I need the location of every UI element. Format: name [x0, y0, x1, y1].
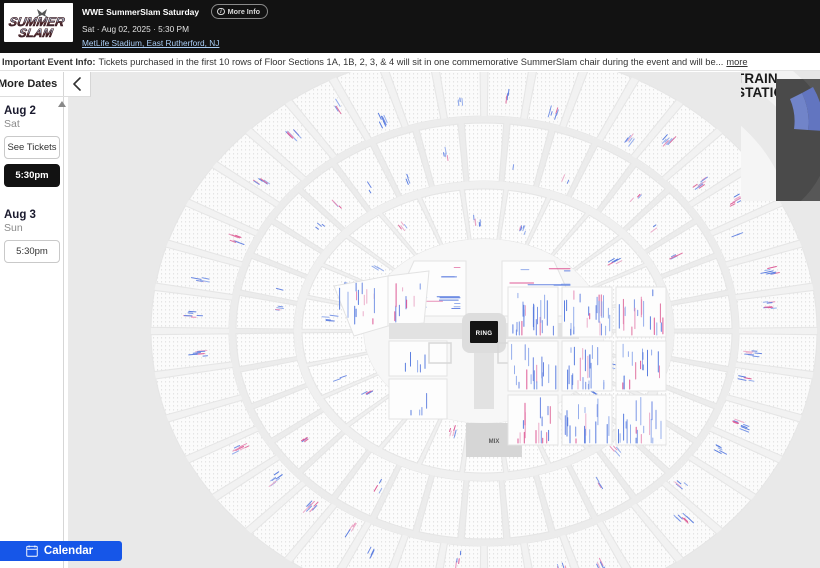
svg-text:SLAM: SLAM	[18, 26, 55, 40]
svg-text:RING: RING	[476, 330, 493, 337]
svg-text:MIX: MIX	[489, 439, 500, 445]
